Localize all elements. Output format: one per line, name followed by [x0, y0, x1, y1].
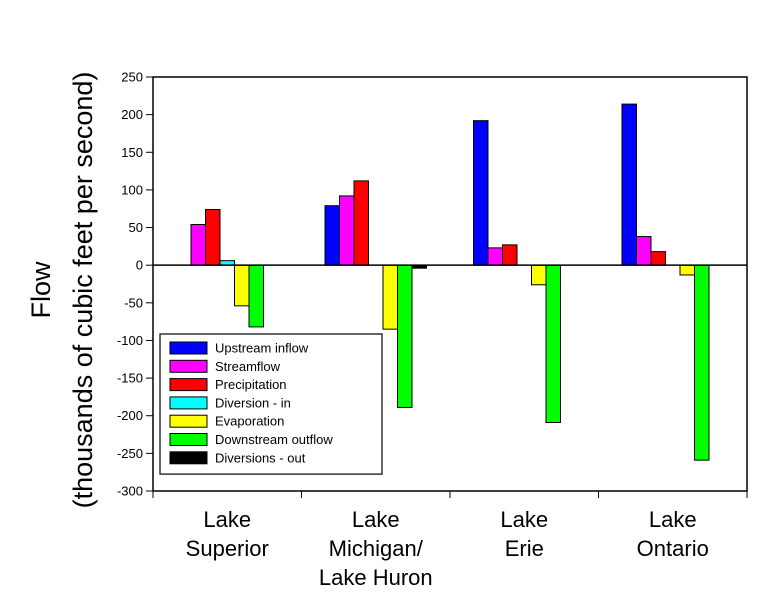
bar	[502, 244, 518, 266]
legend-swatch	[169, 378, 208, 392]
y-axis-title: Flow (thousands of cubic feet per second…	[26, 72, 98, 509]
y-axis: 250 200 150 100 50 0 -50 -100 -150 -200 -250 -300	[117, 70, 153, 499]
bar	[382, 264, 398, 330]
bars-layer	[190, 103, 710, 461]
y-tick-label: -50	[124, 295, 143, 310]
bar	[339, 195, 355, 266]
legend-entry: Diversions - out	[215, 450, 306, 465]
category-label: Erie	[505, 536, 544, 561]
bar	[621, 103, 637, 266]
y-tick-label: 150	[121, 145, 143, 160]
category-label: Ontario	[637, 536, 709, 561]
y-tick-label: -150	[117, 371, 143, 386]
bar	[487, 247, 503, 266]
legend-entry: Streamflow	[215, 359, 281, 374]
y-tick-label: 100	[121, 182, 143, 197]
bar	[324, 205, 340, 266]
y-tick-label: 0	[136, 258, 143, 273]
y-tick-label: 200	[121, 107, 143, 122]
legend-swatch	[169, 359, 208, 373]
y-tick-label: -100	[117, 333, 143, 348]
category-label: Lake	[500, 507, 548, 532]
bar	[679, 264, 695, 276]
y-axis-title-line1: Flow	[26, 261, 56, 319]
legend-entry: Precipitation	[215, 377, 287, 392]
y-tick-label: 250	[121, 70, 143, 85]
legend-entry: Diversion - in	[215, 395, 291, 410]
y-tick-label: -300	[117, 484, 143, 499]
legend: Upstream inflow Streamflow Precipitation Di…	[159, 333, 383, 475]
y-tick-label: -200	[117, 408, 143, 423]
legend-swatch	[169, 451, 208, 465]
y-tick-label: 50	[129, 220, 143, 235]
bar	[190, 224, 206, 266]
bar	[531, 264, 547, 286]
bar	[545, 264, 561, 424]
category-label: Michigan/	[329, 536, 424, 561]
legend-swatch	[169, 433, 208, 446]
category-label: Lake	[203, 507, 251, 532]
bar	[473, 120, 489, 266]
bar	[248, 264, 264, 328]
bar	[650, 251, 666, 266]
legend-swatch	[169, 414, 208, 428]
y-tick-label: -250	[117, 446, 143, 461]
bar	[397, 264, 413, 408]
y-axis-title-line2: (thousands of cubic feet per second)	[68, 72, 98, 509]
legend-entry: Evaporation	[215, 414, 284, 429]
bar	[694, 264, 710, 461]
legend-entry: Upstream inflow	[215, 341, 309, 356]
legend-entry: Downstream outflow	[215, 432, 333, 447]
legend-swatch	[169, 341, 208, 355]
bar	[636, 236, 652, 266]
category-label: Lake	[352, 507, 400, 532]
bar	[205, 208, 221, 266]
bar	[353, 180, 369, 266]
bar	[234, 264, 250, 307]
category-label: Lake	[649, 507, 697, 532]
category-label: Lake Huron	[319, 565, 433, 590]
category-label: Superior	[186, 536, 269, 561]
legend-swatch	[169, 396, 208, 410]
x-axis: Lake Superior Lake Michigan/Lake Huron Lake E…	[152, 491, 748, 590]
